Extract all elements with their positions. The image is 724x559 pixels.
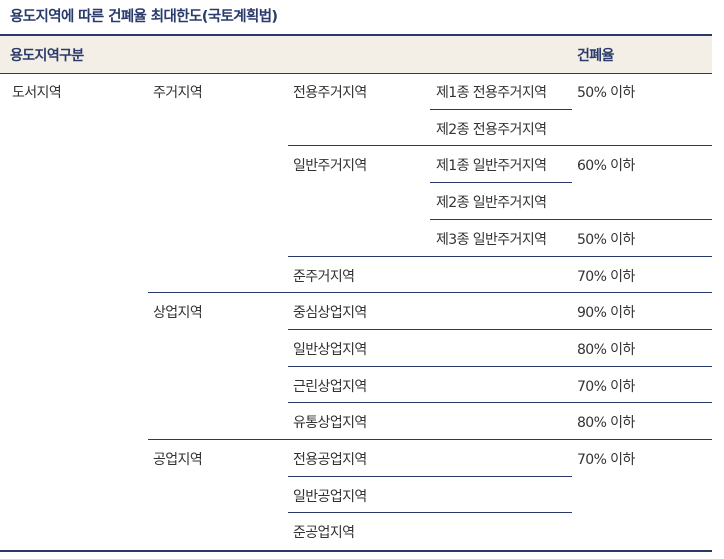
- cell-c3: 전용주거지역: [293, 85, 367, 101]
- cell-rate: 90% 이하: [577, 305, 635, 322]
- cell-rate: 60% 이하: [577, 158, 635, 175]
- row-divider: [148, 292, 712, 293]
- cell-c3: 일반주거지역: [293, 158, 367, 175]
- header-rate-column: 건폐율: [577, 48, 614, 64]
- cell-c1: 도서지역: [12, 85, 62, 101]
- row-divider: [288, 476, 572, 477]
- cell-c2: 공업지역: [153, 452, 203, 468]
- cell-c4: 제2종 일반주거지역: [436, 195, 547, 212]
- cell-c3: 유통상업지역: [293, 415, 367, 432]
- cell-rate: 70% 이하: [577, 268, 635, 285]
- cell-c2: 주거지역: [153, 85, 203, 101]
- row-divider: [288, 145, 712, 146]
- row-divider: [288, 329, 712, 330]
- cell-c2: 상업지역: [153, 305, 203, 322]
- table-bottom-border: [0, 550, 712, 552]
- row-divider: [288, 256, 712, 257]
- cell-rate: 70% 이하: [577, 378, 635, 395]
- row-divider: [430, 182, 572, 183]
- cell-rate: 50% 이하: [577, 231, 635, 248]
- row-divider: [430, 219, 712, 220]
- cell-c3: 준공업지역: [293, 525, 355, 542]
- cell-c3: 전용공업지역: [293, 452, 367, 468]
- cell-c3: 일반공업지역: [293, 488, 367, 505]
- table-header: 용도지역구분 건폐율: [0, 34, 712, 74]
- cell-c4: 제3종 일반주거지역: [436, 231, 547, 248]
- page-title: 용도지역에 따른 건폐율 최대한도(국토계획법): [10, 9, 278, 25]
- cell-c3: 중심상업지역: [293, 305, 367, 322]
- cell-rate: 70% 이하: [577, 452, 635, 468]
- row-divider: [430, 109, 572, 110]
- cell-rate: 80% 이하: [577, 415, 635, 432]
- row-divider: [288, 512, 572, 513]
- row-divider: [288, 402, 712, 403]
- row-divider: [148, 439, 712, 440]
- cell-c3: 근린상업지역: [293, 378, 367, 395]
- cell-c3: 준주거지역: [293, 268, 355, 285]
- cell-c4: 제1종 일반주거지역: [436, 158, 547, 175]
- header-zone-column: 용도지역구분: [10, 48, 84, 64]
- cell-c4: 제2종 전용주거지역: [436, 121, 547, 138]
- cell-rate: 80% 이하: [577, 341, 635, 358]
- cell-rate: 50% 이하: [577, 85, 635, 101]
- row-divider: [288, 366, 712, 367]
- cell-c4: 제1종 전용주거지역: [436, 85, 547, 101]
- cell-c3: 일반상업지역: [293, 341, 367, 358]
